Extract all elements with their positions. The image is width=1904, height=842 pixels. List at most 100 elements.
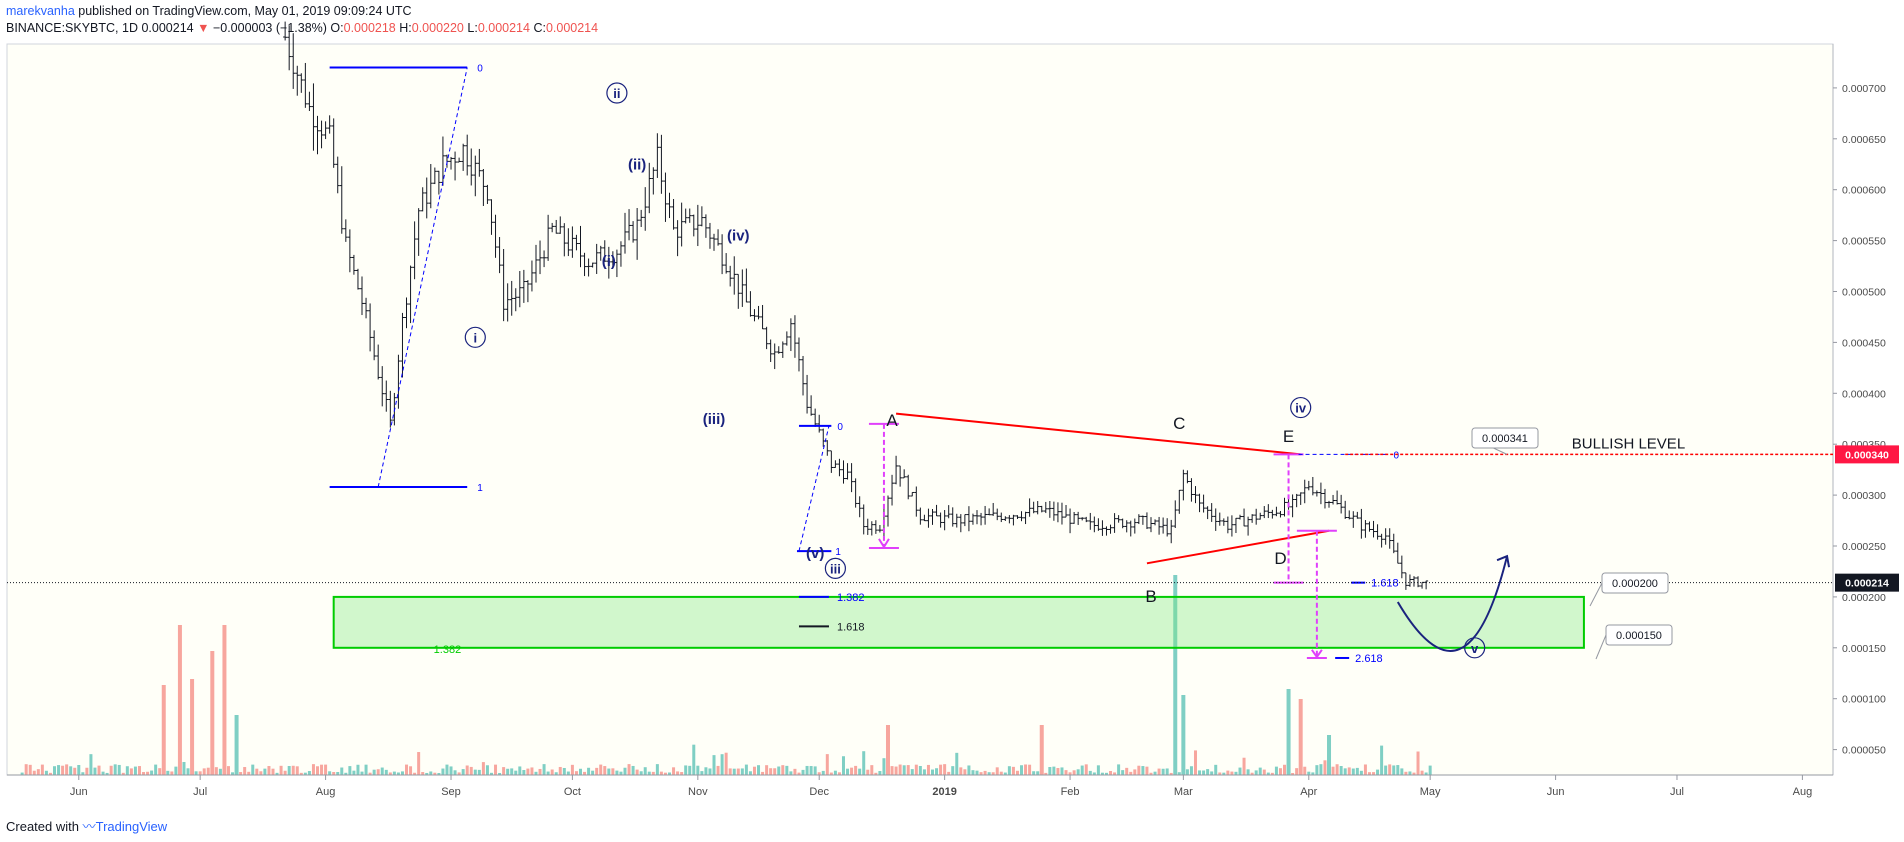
volume-bar	[1177, 772, 1181, 775]
volume-bar	[1258, 767, 1262, 775]
volume-bar	[243, 767, 247, 775]
volume-bar	[465, 765, 469, 775]
volume-bar	[142, 772, 146, 775]
volume-bar	[1262, 769, 1266, 775]
triangle-lower-line	[1146, 529, 1330, 565]
volume-bar	[663, 772, 667, 775]
bullish-level-label: BULLISH LEVEL	[1572, 435, 1685, 452]
wave-label-text: A	[886, 411, 898, 430]
volume-bar	[1270, 772, 1274, 775]
volume-bar	[918, 766, 922, 775]
volume-bar	[1319, 764, 1323, 775]
volume-bar	[206, 767, 210, 775]
volume-bar	[1003, 772, 1007, 775]
volume-bar	[498, 772, 502, 775]
volume-bar	[1084, 764, 1088, 775]
volume-bar	[554, 772, 558, 775]
x-tick-label: Sep	[441, 786, 461, 798]
volume-bar	[485, 765, 489, 775]
volume-bar	[1400, 768, 1404, 775]
volume-bar	[425, 772, 429, 775]
volume-bar	[396, 772, 400, 775]
volume-bar	[578, 768, 582, 775]
volume-bar	[1165, 768, 1169, 775]
volume-bar	[121, 772, 125, 775]
close-label: C:	[533, 21, 546, 35]
candles-layer	[283, 21, 1429, 590]
volume-bar	[672, 767, 676, 775]
volume-bar	[837, 772, 841, 775]
volume-bar	[202, 768, 206, 775]
wave-label-text: D	[1274, 549, 1286, 568]
volume-bar	[384, 769, 388, 775]
x-tick-label: 2019	[932, 786, 956, 798]
volume-bar	[659, 771, 663, 775]
volume-bar	[765, 765, 769, 775]
volume-bar	[1137, 765, 1141, 775]
volume-bar	[125, 766, 129, 775]
volume-bar	[73, 767, 77, 775]
volume-bar	[623, 767, 627, 775]
volume-bar	[198, 771, 202, 775]
volume-bar	[1096, 765, 1100, 775]
volume-bar	[1092, 772, 1096, 775]
volume-bar	[352, 770, 356, 775]
volume-bar	[316, 766, 319, 775]
volume-bar	[267, 766, 271, 775]
volume-bar	[894, 766, 898, 775]
volume-bar	[1080, 765, 1084, 775]
high-value: 0.000220	[411, 21, 464, 35]
y-tick-label: 0.000450	[1842, 337, 1886, 349]
volume-spike-bar	[190, 679, 195, 775]
volume-bar	[1153, 771, 1157, 775]
volume-spike-bar	[1181, 695, 1186, 775]
volume-bar	[704, 767, 708, 775]
x-tick-label: Aug	[1793, 786, 1813, 798]
volume-bar	[477, 769, 481, 775]
volume-bar	[655, 764, 659, 775]
volume-bar	[1250, 772, 1254, 775]
volume-bar	[133, 766, 137, 775]
volume-bar	[781, 765, 785, 775]
volume-bar	[514, 770, 518, 775]
volume-bar	[303, 772, 307, 775]
volume-bar	[449, 766, 453, 775]
x-tick-label: Aug	[316, 786, 336, 798]
volume-bar	[1222, 772, 1226, 775]
wave-label-text: (ii)	[628, 156, 646, 173]
x-tick-label: Feb	[1061, 786, 1080, 798]
tradingview-logo-icon[interactable]: 〰	[82, 819, 96, 834]
volume-spike-bar	[222, 625, 227, 775]
y-tick-label: 0.000650	[1842, 134, 1886, 146]
triangle-upper-line	[895, 412, 1301, 456]
volume-bar	[1274, 766, 1278, 775]
volume-bar	[263, 768, 267, 775]
x-tick-label: Apr	[1300, 786, 1317, 798]
volume-bar	[680, 772, 684, 775]
down-triangle-icon: ▼	[197, 21, 210, 35]
volume-bar	[283, 770, 287, 775]
volume-bar	[1117, 764, 1121, 775]
fib-ext2-label-2618: 2.618	[1355, 653, 1383, 665]
volume-bar	[858, 768, 862, 775]
price-tag-box	[1835, 445, 1899, 464]
volume-bar	[97, 765, 101, 775]
volume-bar	[255, 768, 259, 775]
volume-bar	[328, 771, 332, 775]
volume-bar	[441, 768, 445, 775]
volume-bar	[1189, 766, 1193, 775]
volume-bar	[1015, 770, 1019, 775]
volume-bar	[769, 768, 773, 775]
volume-bar	[846, 768, 850, 775]
x-tick-label: Jun	[1547, 786, 1565, 798]
volume-bar	[546, 771, 550, 775]
volume-bar	[1048, 767, 1052, 775]
volume-bar	[643, 767, 647, 775]
volume-bar	[469, 766, 473, 775]
tradingview-brand[interactable]: TradingView	[95, 819, 168, 834]
volume-bar	[433, 772, 437, 775]
volume-bar	[332, 772, 336, 775]
author-link[interactable]: marekvanha	[6, 4, 75, 18]
volume-bar	[40, 764, 44, 775]
